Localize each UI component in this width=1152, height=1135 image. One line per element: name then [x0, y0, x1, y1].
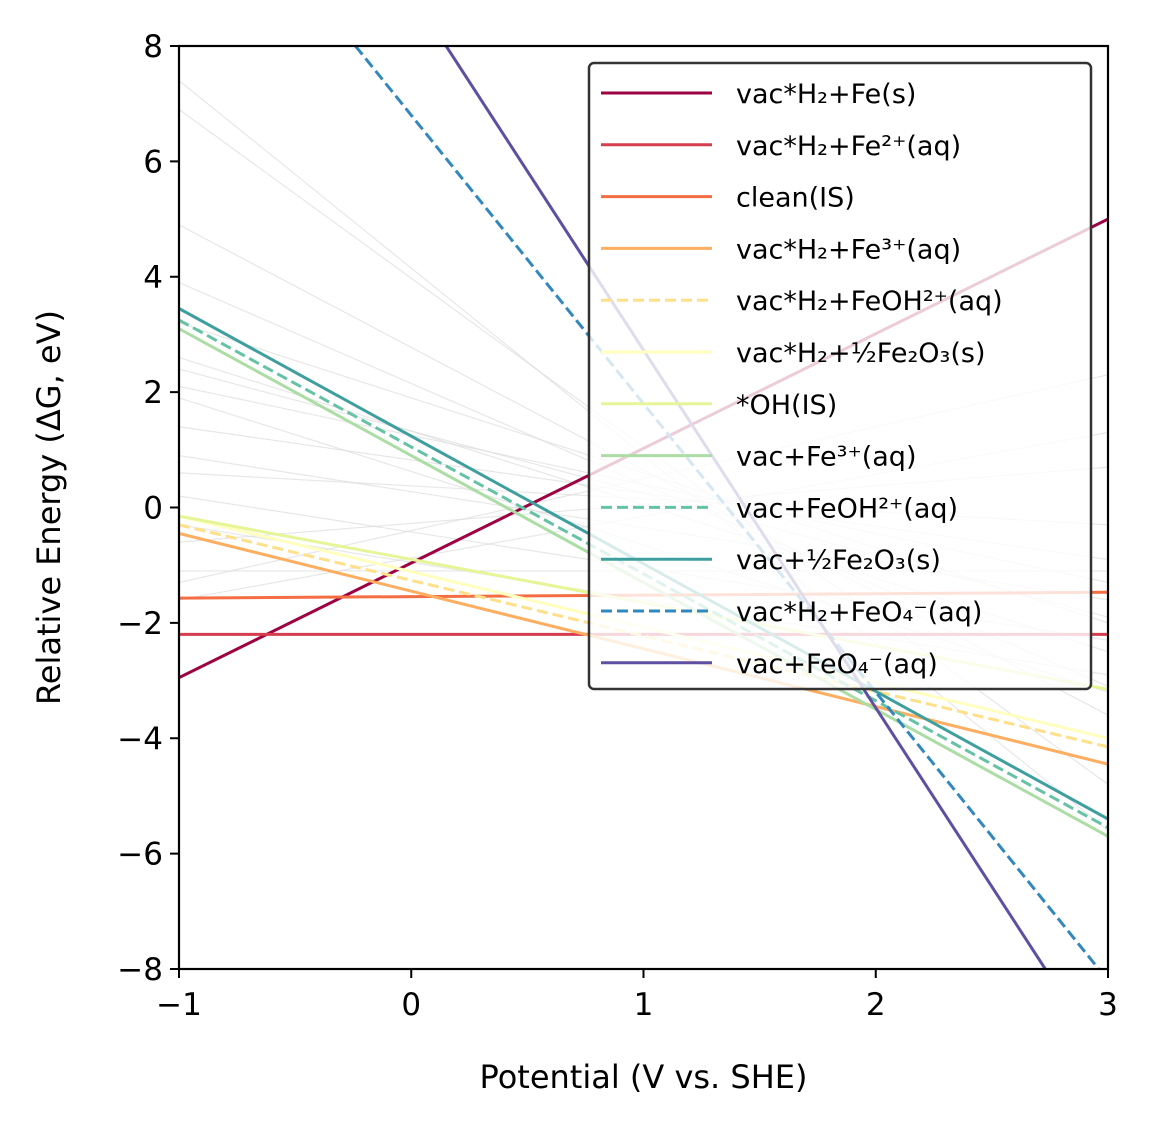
x-tick-label: 3 [1098, 987, 1118, 1023]
y-tick-label: 2 [143, 375, 163, 411]
x-tick-label: −1 [156, 987, 202, 1023]
legend-label: vac*H₂+Fe(s) [736, 79, 916, 110]
y-axis-label: Relative Energy (ΔG, eV) [30, 310, 68, 705]
legend-label: vac+Fe³⁺(aq) [736, 442, 916, 473]
x-tick-label: 2 [866, 987, 886, 1023]
y-tick-label: −8 [117, 952, 163, 988]
legend-label: vac+FeOH²⁺(aq) [736, 493, 958, 524]
legend-label: clean(IS) [736, 183, 855, 214]
y-tick-label: −6 [117, 837, 163, 873]
y-tick-label: −2 [117, 606, 163, 642]
y-tick-label: 4 [143, 260, 163, 296]
legend-label: vac+FeO₄⁻(aq) [736, 649, 938, 680]
legend-label: vac+½Fe₂O₃(s) [736, 545, 941, 576]
y-tick-label: −4 [117, 721, 163, 757]
legend-label: vac*H₂+FeO₄⁻(aq) [736, 597, 982, 628]
y-tick-label: 0 [143, 491, 163, 527]
legend-label: vac*H₂+Fe²⁺(aq) [736, 131, 961, 162]
legend-label: vac*H₂+½Fe₂O₃(s) [736, 338, 986, 369]
axes: −1 0 1 2 3 −8 −6 −4 −2 0 2 4 6 8 Potential (V vs. SHE)… [30, 29, 1118, 1096]
legend-label: vac*H₂+Fe³⁺(aq) [736, 234, 961, 265]
y-tick-label: 6 [143, 144, 163, 180]
x-tick-label: 0 [401, 987, 421, 1023]
legend: vac*H₂+Fe(s) vac*H₂+Fe²⁺(aq) clean(IS) vac*… [587, 61, 1093, 691]
y-tick-label: 8 [143, 29, 163, 65]
x-axis-label: Potential (V vs. SHE) [480, 1058, 808, 1096]
legend-label: vac*H₂+FeOH²⁺(aq) [736, 286, 1003, 317]
legend-box [587, 61, 1093, 691]
x-tick-label: 1 [634, 987, 654, 1023]
legend-label: *OH(IS) [736, 390, 837, 421]
